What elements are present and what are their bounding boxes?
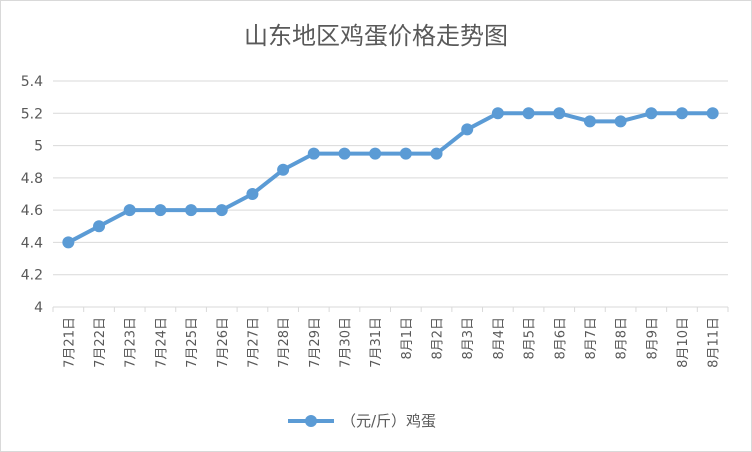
data-point <box>277 163 290 176</box>
data-point <box>583 115 596 128</box>
y-tick-label: 5 <box>34 139 43 155</box>
y-tick-label: 4 <box>34 300 43 316</box>
data-point <box>185 204 198 217</box>
x-tick-label: 7月31日 <box>369 317 384 368</box>
data-point <box>522 107 535 120</box>
x-tick-label: 8月10日 <box>676 317 691 368</box>
legend: （元/斤）鸡蛋 <box>288 412 436 430</box>
y-tick-label: 4.8 <box>21 171 43 187</box>
data-point <box>399 147 412 160</box>
data-point <box>215 204 228 217</box>
data-point <box>93 220 106 233</box>
data-point <box>369 147 382 160</box>
y-tick-label: 5.4 <box>21 74 43 90</box>
data-point <box>706 107 719 120</box>
x-tick-label: 7月23日 <box>124 317 139 368</box>
x-tick-label: 8月11日 <box>707 317 722 368</box>
data-point <box>614 115 627 128</box>
x-tick-label: 7月27日 <box>246 317 261 368</box>
data-point <box>154 204 167 217</box>
y-tick-label: 4.2 <box>21 268 43 284</box>
x-tick-label: 8月3日 <box>461 317 476 360</box>
legend-marker <box>305 415 317 427</box>
x-tick-label: 7月30日 <box>338 317 353 368</box>
x-tick-label: 7月24日 <box>154 317 169 368</box>
x-axis-ticks: 7月21日 7月22日 7月23日 7月24日 7月25日 7月26日 7月27日 7月28日… <box>62 317 721 368</box>
data-point <box>123 204 136 217</box>
x-tick-label: 8月4日 <box>492 317 507 360</box>
y-axis-ticks: 4 4.2 4.4 4.6 4.8 5 5.2 5.4 <box>21 74 43 316</box>
x-tick-label: 7月29日 <box>308 317 323 368</box>
y-tick-label: 5.2 <box>21 106 43 122</box>
y-grid <box>53 80 728 308</box>
data-point <box>645 107 658 120</box>
x-tick-label: 7月25日 <box>185 317 200 368</box>
series-layer <box>62 107 719 249</box>
x-tick-label: 8月5日 <box>523 317 538 360</box>
x-tick-label: 8月2日 <box>431 317 446 360</box>
data-point <box>461 123 474 136</box>
y-tick-label: 4.6 <box>21 203 43 219</box>
data-point <box>307 147 320 160</box>
data-point <box>62 236 75 249</box>
data-point <box>675 107 688 120</box>
x-tick-label: 8月9日 <box>645 317 660 360</box>
data-point <box>553 107 566 120</box>
x-tick-label: 7月22日 <box>93 317 108 368</box>
data-point <box>338 147 351 160</box>
x-axis <box>52 306 729 312</box>
data-point <box>491 107 504 120</box>
series-line <box>66 111 715 245</box>
y-tick-label: 4.4 <box>21 235 43 251</box>
x-tick-label: 7月26日 <box>216 317 231 368</box>
chart-title: 山东地区鸡蛋价格走势图 <box>244 22 508 50</box>
x-tick-label: 7月28日 <box>277 317 292 368</box>
x-tick-label: 8月1日 <box>400 317 415 360</box>
x-tick-label: 8月7日 <box>584 317 599 360</box>
x-tick-label: 7月21日 <box>62 317 77 368</box>
data-point <box>246 188 259 200</box>
x-tick-label: 8月8日 <box>615 317 630 360</box>
x-tick-label: 8月6日 <box>553 317 568 360</box>
legend-label: （元/斤）鸡蛋 <box>341 412 436 430</box>
data-point <box>430 147 443 160</box>
